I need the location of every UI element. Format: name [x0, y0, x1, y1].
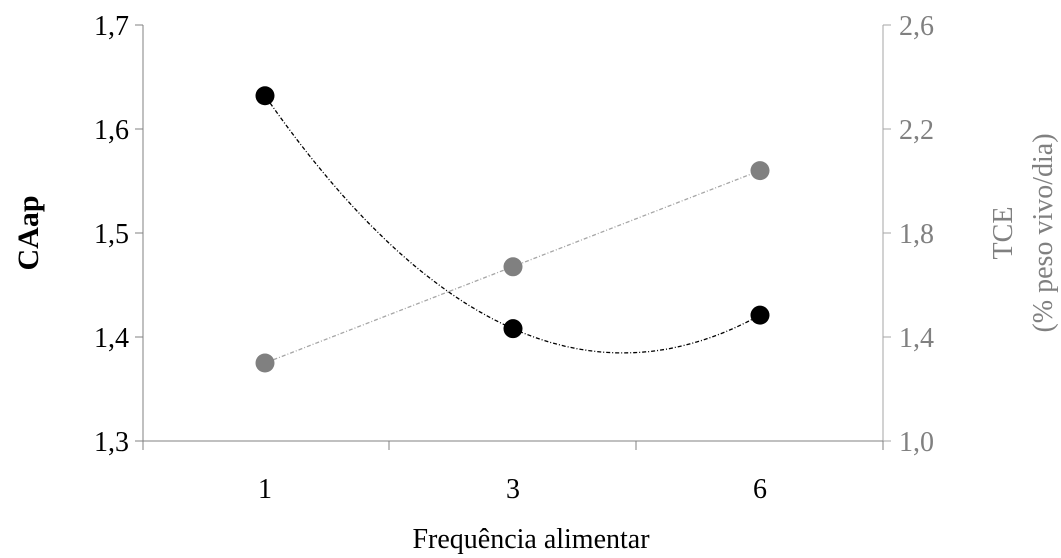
- caap-data-point: [255, 86, 275, 106]
- x-axis-tick-label: 1: [258, 474, 272, 505]
- left-axis-tick-label: 1,4: [94, 323, 129, 354]
- right-axis-tick-label: 2,6: [899, 11, 934, 42]
- right-axis-tick-label: 1,8: [899, 219, 934, 250]
- x-axis-label: Frequência alimentar: [412, 524, 650, 554]
- linear-trendline: [264, 169, 761, 364]
- caap-data-point: [750, 305, 770, 325]
- left-axis-tick-label: 1,6: [94, 115, 129, 146]
- polynomial-trendline: [264, 95, 761, 354]
- tce-data-point: [750, 161, 770, 181]
- left-axis-tick-label: 1,5: [94, 219, 129, 250]
- left-axis-tick-label: 1,3: [94, 427, 129, 458]
- x-axis-tick-label: 6: [753, 474, 767, 505]
- points-layer: [255, 86, 770, 373]
- right-axis-tick-label: 1,4: [899, 323, 934, 354]
- tce-data-point: [255, 353, 275, 373]
- caap-data-point: [503, 319, 523, 339]
- y-axis-label-left: CAap: [12, 195, 45, 270]
- right-axis-tick-label: 2,2: [899, 115, 934, 146]
- y-axis-label-right-line1: TCE: [988, 207, 1019, 260]
- left-axis-tick-label: 1,7: [94, 11, 129, 42]
- right-axis-tick-label: 1,0: [899, 427, 934, 458]
- y-axis-label-right-line2: (% peso vivo/dia): [1028, 133, 1059, 332]
- x-axis-tick-label: 3: [506, 474, 520, 505]
- tce-data-point: [503, 257, 523, 277]
- ticks-layer: 1,3 1,4 1,5 1,6 1,7 1,0 1,4 1,8 2,2 2,6 1 3 6: [94, 11, 934, 505]
